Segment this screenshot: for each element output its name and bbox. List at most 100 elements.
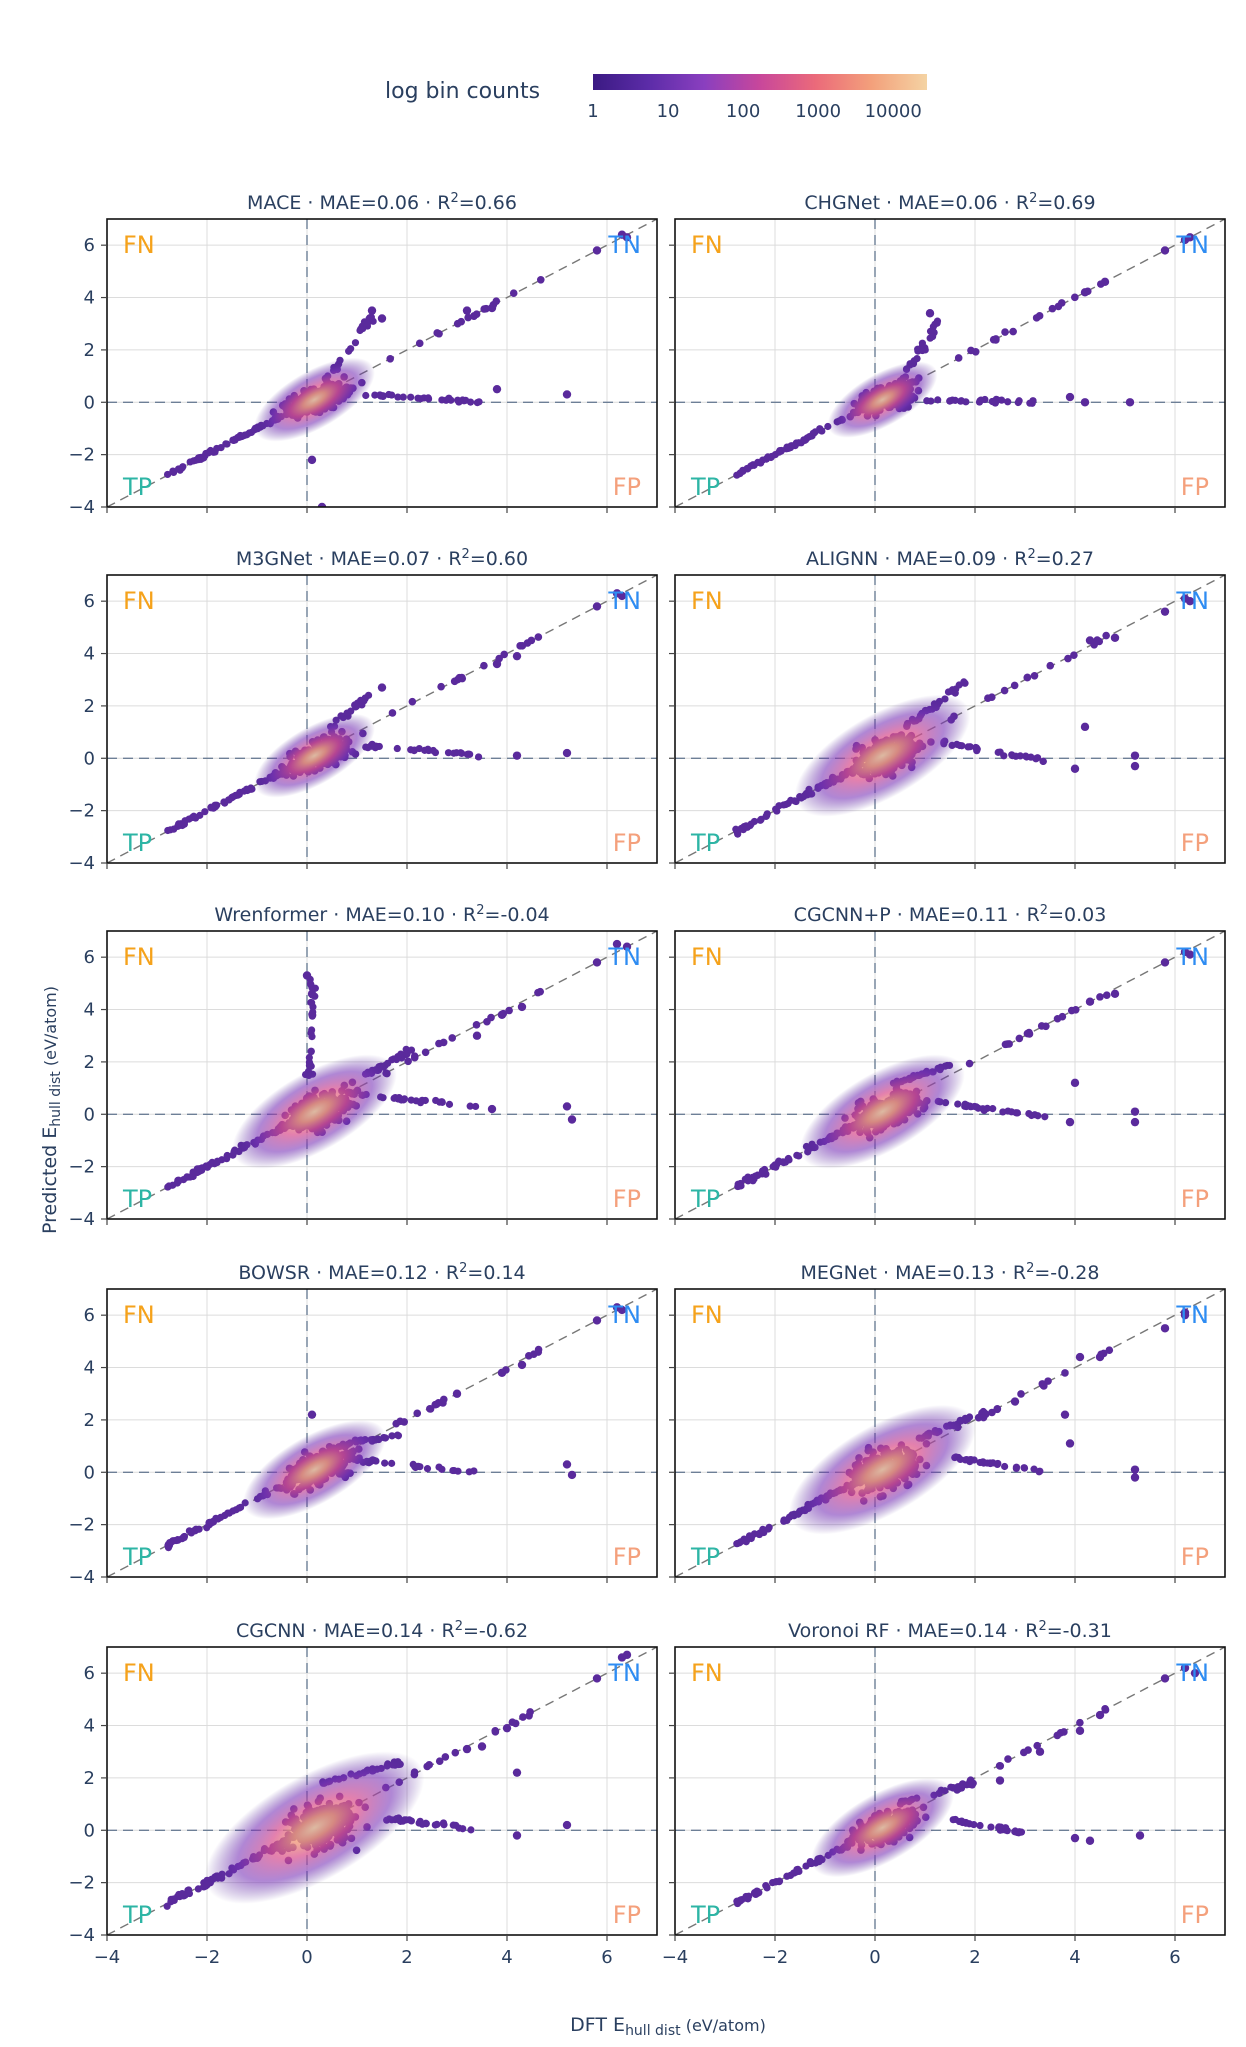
data-point — [1046, 661, 1055, 670]
data-point — [562, 1102, 572, 1111]
data-point — [1070, 1833, 1080, 1843]
data-point — [470, 1467, 478, 1475]
data-point — [764, 453, 772, 461]
colorbar-gradient — [593, 74, 927, 90]
data-point — [1020, 1464, 1028, 1472]
y-tick-label: 6 — [84, 947, 95, 968]
colorbar-title: log bin counts — [385, 79, 540, 104]
data-point — [421, 1096, 429, 1105]
data-point — [913, 355, 921, 363]
data-point — [952, 685, 960, 693]
data-point — [424, 745, 432, 753]
data-point — [958, 1817, 966, 1825]
data-point — [308, 1012, 316, 1020]
density-core — [789, 1404, 976, 1535]
data-point — [1061, 1369, 1069, 1377]
data-point — [964, 743, 972, 751]
data-point — [927, 397, 935, 405]
data-point — [214, 1515, 222, 1523]
y-tick-label: 2 — [84, 1052, 95, 1073]
data-point — [225, 1509, 233, 1517]
quadrant-label-fn: FN — [123, 1301, 155, 1329]
quadrant-label-tp: TP — [690, 1543, 720, 1571]
data-point — [1064, 654, 1072, 663]
x-tick-label: 2 — [401, 1947, 412, 1968]
data-point — [954, 354, 963, 362]
panel-mace: −4 −2 0 2 4 6 FN TN TP FP MACE · MAE=0.06 · R2=0.6… — [68, 191, 658, 518]
colorbar-tick-label: 100 — [726, 101, 760, 122]
data-point — [208, 1519, 216, 1527]
data-point — [407, 393, 415, 401]
data-point — [756, 816, 764, 824]
data-point — [497, 1010, 507, 1019]
parity-line — [675, 1289, 1225, 1577]
quadrant-label-fp: FP — [613, 473, 641, 501]
data-point — [452, 1389, 462, 1398]
quadrant-label-fn: FN — [691, 1301, 723, 1329]
quadrant-label-tp: TP — [690, 829, 720, 857]
data-point — [995, 1823, 1003, 1831]
y-tick-label: 4 — [84, 288, 95, 309]
data-point — [793, 1151, 801, 1159]
data-point — [236, 1503, 245, 1511]
data-point — [175, 1176, 183, 1184]
data-point — [1012, 1464, 1020, 1473]
data-point — [517, 1360, 527, 1370]
data-point — [454, 1467, 462, 1475]
data-point — [1085, 997, 1095, 1006]
data-point — [445, 1100, 454, 1108]
data-point — [487, 1013, 495, 1022]
data-point — [1110, 633, 1120, 643]
colorbar-tick-label: 1 — [587, 101, 598, 122]
data-point — [733, 1897, 741, 1905]
panel-title: MEGNet · MAE=0.13 · R2=-0.28 — [801, 1261, 1100, 1284]
data-point — [175, 820, 183, 829]
data-point — [592, 246, 602, 255]
data-point — [963, 1101, 971, 1109]
data-point — [217, 443, 225, 452]
data-point — [979, 1105, 987, 1113]
data-point — [811, 428, 819, 436]
data-point — [1039, 757, 1047, 766]
data-point — [1075, 1352, 1085, 1362]
y-tick-label: 6 — [84, 1305, 95, 1326]
data-point — [164, 1541, 172, 1550]
data-point — [414, 394, 422, 402]
data-point — [307, 998, 315, 1007]
quadrant-label-tn: TN — [1175, 231, 1209, 259]
x-tick-label: −2 — [762, 1947, 789, 1968]
data-point — [200, 1883, 208, 1891]
quadrant-label-tn: TN — [607, 587, 641, 615]
density-core — [254, 713, 375, 798]
data-point — [944, 688, 953, 696]
data-point — [1076, 1718, 1084, 1727]
data-point — [995, 1776, 1005, 1785]
density-core — [232, 1054, 397, 1169]
data-point — [209, 448, 218, 456]
quadrant-label-fn: FN — [691, 587, 723, 615]
data-point — [733, 827, 741, 835]
density-core — [254, 357, 375, 442]
quadrant-label-fp: FP — [613, 1543, 641, 1571]
data-point — [1039, 1381, 1047, 1389]
data-point — [951, 396, 959, 404]
panel-title: CGCNN · MAE=0.14 · R2=-0.62 — [236, 1619, 528, 1642]
data-point — [444, 749, 453, 757]
data-point — [317, 502, 327, 507]
quadrant-label-fp: FP — [1181, 473, 1209, 501]
data-point — [1130, 751, 1140, 760]
x-tick-label: 0 — [301, 1947, 312, 1968]
data-point — [438, 396, 446, 404]
data-point — [995, 1762, 1004, 1770]
x-tick-label: −4 — [662, 1947, 689, 1968]
data-point — [1048, 304, 1057, 313]
data-point — [441, 1753, 450, 1761]
data-point — [409, 1460, 417, 1468]
data-point — [305, 1053, 313, 1062]
data-point — [1160, 1674, 1170, 1683]
data-point — [307, 1410, 317, 1419]
data-point — [421, 1048, 430, 1057]
data-point — [622, 233, 632, 242]
y-tick-label: 0 — [84, 392, 95, 413]
panel-title: Wrenformer · MAE=0.10 · R2=-0.04 — [214, 903, 549, 926]
